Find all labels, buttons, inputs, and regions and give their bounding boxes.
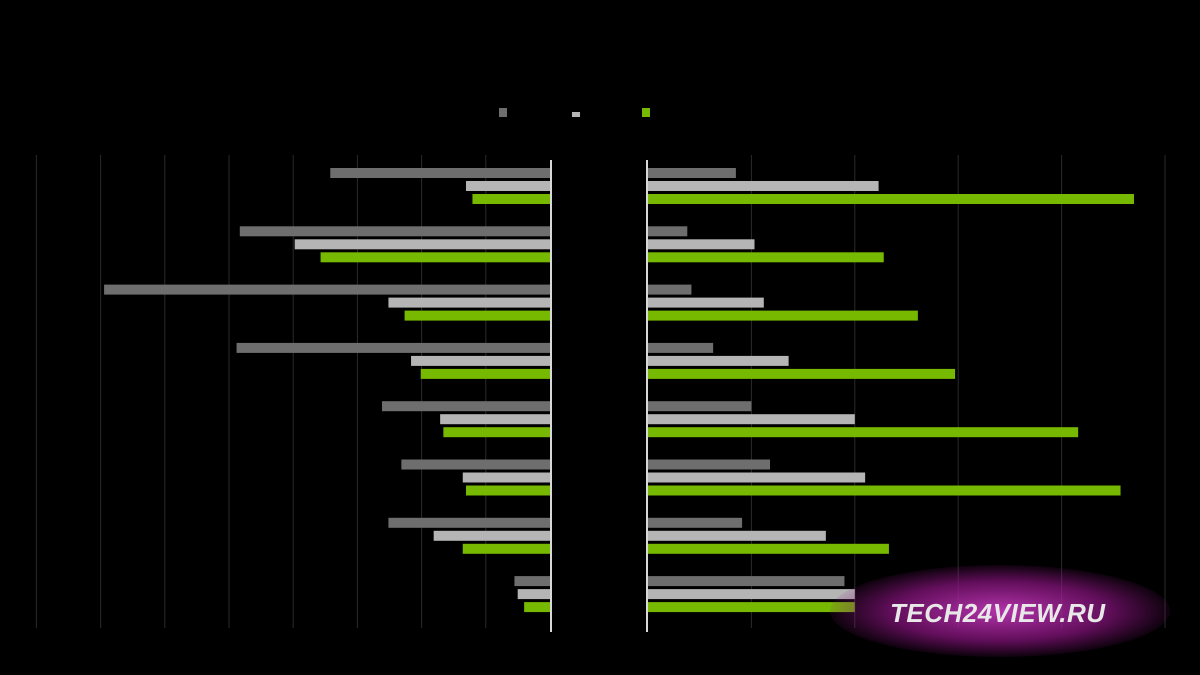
bar-panel-2-series-3-group-6 — [648, 485, 1121, 496]
bar-panel-1-series-2-group-5 — [440, 414, 550, 425]
bar-panel-1-series-3-group-4 — [420, 368, 550, 379]
bar-panel-2-series-3-group-1 — [648, 194, 1134, 204]
bar-panel-1-series-3-group-3 — [404, 310, 550, 321]
bar-panel-2-series-1-group-6 — [648, 459, 771, 470]
bar-panel-2-series-2-group-2 — [648, 239, 755, 250]
watermark-text: TECH24VIEW.RU — [890, 598, 1106, 628]
bar-panel-2-series-3-group-3 — [648, 310, 918, 321]
bar-panel-1-series-3-group-1 — [472, 194, 550, 204]
bar-panel-2-series-1-group-8 — [648, 576, 845, 587]
bar-panel-1-series-3-group-6 — [465, 485, 550, 496]
bar-panel-2-series-1-group-2 — [648, 226, 688, 237]
bar-panel-1-series-1-group-4 — [236, 342, 550, 353]
bar-panel-1-series-2-group-6 — [462, 472, 550, 483]
bar-panel-2-series-2-group-7 — [648, 530, 826, 541]
bar-panel-2-series-1-group-7 — [648, 517, 743, 528]
watermark-glow — [830, 565, 1170, 657]
bar-panel-2-series-2-group-8 — [648, 589, 855, 600]
chart-legend — [0, 104, 1200, 120]
bar-panel-2-series-2-group-3 — [648, 297, 764, 308]
bar-panel-2-series-1-group-1 — [648, 168, 736, 178]
legend-item-series-1 — [499, 107, 511, 117]
bar-panel-2-series-2-group-6 — [648, 472, 866, 483]
bar-panel-1-series-1-group-5 — [381, 401, 550, 412]
bar-panel-2-series-3-group-5 — [648, 427, 1079, 438]
bar-panel-1-series-1-group-8 — [514, 576, 550, 587]
bar-panel-2-series-3-group-4 — [648, 368, 956, 379]
legend-swatch-series-1 — [499, 107, 507, 117]
bar-panel-2-series-3-group-8 — [648, 602, 855, 613]
legend-swatch-series-2 — [572, 111, 580, 117]
bar-panel-2-series-2-group-4 — [648, 355, 789, 366]
bar-panel-2-series-3-group-2 — [648, 252, 884, 263]
bar-panel-1-series-1-group-7 — [388, 517, 550, 528]
bar-panel-1-series-2-group-7 — [433, 530, 550, 541]
bar-panel-2-series-2-group-5 — [648, 414, 855, 425]
bar-panel-1-series-2-group-4 — [411, 355, 550, 366]
bar-panel-2-series-1-group-5 — [648, 401, 752, 412]
legend-swatch-series-3 — [642, 107, 650, 117]
bar-panel-1-series-1-group-1 — [330, 168, 550, 178]
bar-panel-1-series-3-group-2 — [320, 252, 550, 263]
bar-panel-1-series-3-group-7 — [462, 543, 550, 554]
bar-panel-1-series-1-group-3 — [104, 284, 551, 295]
bar-panel-1-series-3-group-8 — [524, 602, 550, 613]
bar-panel-1-series-1-group-2 — [239, 226, 551, 237]
legend-item-series-3 — [642, 107, 654, 117]
bar-panel-1-series-2-group-8 — [517, 589, 550, 600]
bar-panel-2-series-1-group-4 — [648, 342, 714, 353]
bar-panel-1-series-3-group-5 — [443, 427, 550, 438]
bar-panel-2-series-3-group-7 — [648, 543, 889, 554]
legend-item-series-2 — [572, 107, 584, 117]
bar-panel-1-series-2-group-3 — [388, 297, 550, 308]
bar-panel-2-series-2-group-1 — [648, 181, 879, 191]
bar-panel-1-series-2-group-2 — [294, 239, 550, 250]
bar-panel-1-series-2-group-1 — [465, 181, 550, 191]
bar-panel-1-series-1-group-6 — [401, 459, 550, 470]
bar-panel-2-series-1-group-3 — [648, 284, 692, 295]
